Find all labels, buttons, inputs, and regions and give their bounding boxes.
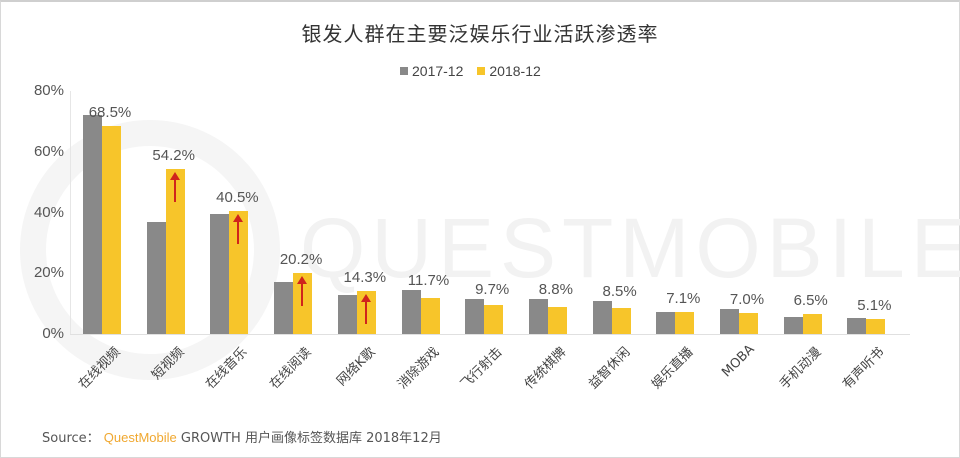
y-tick-label: 80% — [33, 82, 64, 99]
bar-2018 — [165, 169, 185, 334]
bar-2017 — [656, 312, 676, 334]
bar-2017 — [783, 317, 803, 334]
data-label: 20.2% — [279, 250, 323, 268]
source-note: Source： QuestMobile GROWTH 用户画像标签数据库 201… — [42, 427, 442, 446]
bar-2018 — [866, 318, 886, 334]
bar-2017 — [83, 115, 102, 334]
bar-2017 — [720, 309, 739, 334]
y-tick-label: 20% — [33, 264, 64, 281]
bar-2017 — [528, 299, 548, 334]
bar-2018 — [420, 298, 440, 334]
data-label: 8.8% — [538, 281, 573, 299]
legend-label: 2018-12 — [489, 63, 541, 79]
bar-2017 — [210, 214, 230, 334]
source-prefix: Source： — [42, 431, 100, 446]
watermark-text: QUESTMOBILE — [300, 201, 960, 295]
data-label: 14.3% — [343, 268, 387, 286]
y-tick-label: 40% — [33, 204, 64, 221]
legend-item-2018: 2018-12 — [477, 63, 541, 79]
y-tick-label: 0% — [42, 325, 64, 342]
bar-2017 — [274, 282, 294, 334]
increase-arrow-icon — [169, 172, 180, 203]
legend-swatch-gray — [400, 67, 408, 75]
increase-arrow-icon — [297, 275, 308, 306]
data-label: 7.1% — [666, 290, 701, 308]
bar-2017 — [146, 221, 166, 334]
data-label: 11.7% — [407, 271, 450, 289]
bar-2018 — [802, 314, 822, 334]
bar-2017 — [847, 318, 867, 334]
data-label: 8.5% — [602, 282, 637, 300]
chart-title: 银发人群在主要泛娱乐行业活跃渗透率 — [301, 22, 659, 46]
legend-label: 2017-12 — [412, 63, 464, 79]
bar-2017 — [592, 300, 612, 334]
source-rest: GROWTH 用户画像标签数据库 2018年12月 — [180, 431, 442, 446]
bar-2018 — [547, 307, 567, 334]
increase-arrow-icon — [360, 293, 371, 324]
bar-2018 — [102, 125, 121, 334]
data-label: 7.0% — [729, 290, 765, 308]
bar-2018 — [739, 312, 758, 334]
bar-2018 — [229, 210, 249, 334]
bar-2018 — [484, 304, 504, 334]
bar-2017 — [401, 289, 421, 334]
legend-swatch-yellow — [477, 67, 486, 75]
increase-arrow-icon — [233, 213, 244, 244]
data-label: 40.5% — [216, 188, 259, 206]
x-axis-line — [70, 334, 910, 335]
data-label: 9.7% — [475, 281, 510, 299]
y-axis-line — [70, 91, 71, 334]
data-label: 5.1% — [857, 296, 892, 314]
legend: 2017-12 2018-12 — [400, 63, 541, 79]
source-brand: QuestMobile — [103, 430, 177, 445]
bar-2017 — [465, 299, 485, 334]
data-label: 6.5% — [793, 292, 828, 310]
bar-2018 — [675, 312, 695, 334]
data-label: 68.5% — [88, 103, 132, 121]
bar-2017 — [337, 294, 357, 334]
legend-item-2017: 2017-12 — [400, 63, 463, 79]
y-tick-label: 60% — [33, 143, 64, 160]
data-label: 54.2% — [152, 147, 195, 165]
bar-2018 — [611, 308, 631, 334]
